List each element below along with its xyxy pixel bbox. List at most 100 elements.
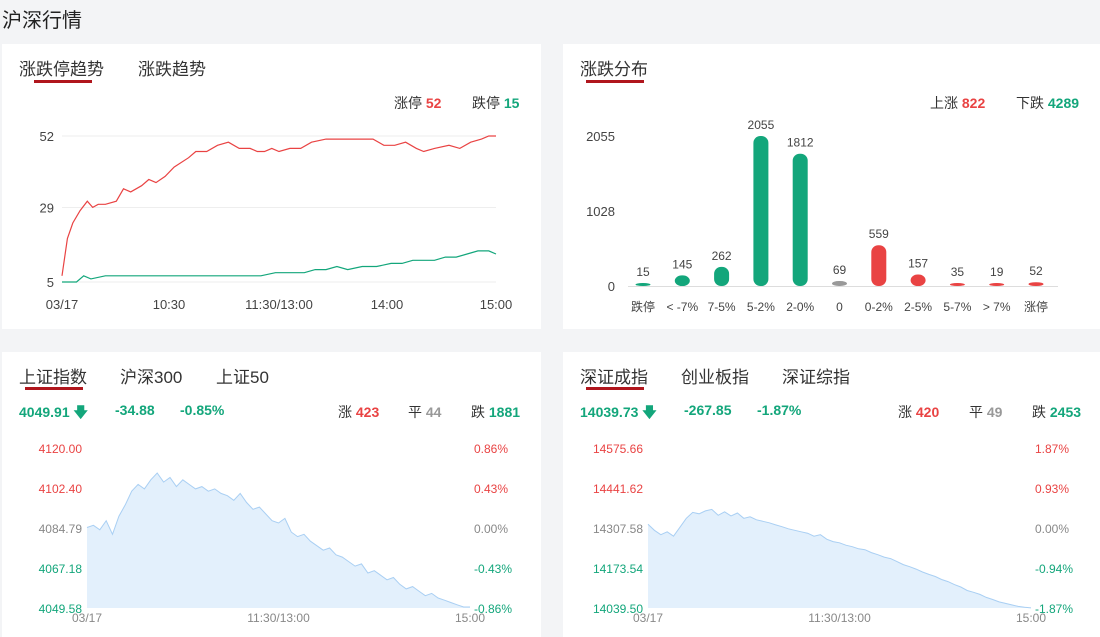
x-tick-label: 2-0% [786,300,814,314]
distribution-card: 涨跌分布 上涨 822 下跌 4289 0 1028 2055 15 跌停 145 < -7… [563,44,1100,329]
x-tick-label: 11:30/13:00 [247,611,310,625]
sh-up-label: 涨 [338,404,352,420]
x-tick-label: 涨停 [1024,299,1048,314]
down-arrow-icon: 🡇 [642,404,657,420]
x-tick-label: 5-7% [943,300,971,314]
tab-distribution[interactable]: 涨跌分布 [580,60,648,79]
x-tick-label: 跌停 [631,299,655,314]
price-line [647,508,1032,609]
limit-up-label: 涨停 [394,95,422,111]
bar [871,245,887,286]
tab-sz-composite[interactable]: 深证综指 [782,368,850,387]
bar-value-label: 69 [833,263,847,277]
y-tick-label: 2055 [586,129,615,144]
sz-flat-value: 49 [986,404,1003,420]
y-pct-tick-label: -1.87% [1035,602,1073,616]
area-fill [648,509,1031,608]
bar [949,283,965,286]
sz-price: 14039.73 🡇 [580,402,657,426]
price-line [86,472,470,608]
tab-underline [586,387,644,390]
y-tick-label: 14039.50 [593,602,643,616]
sh-down-value: 1881 [488,404,521,420]
bar-value-label: 19 [990,265,1004,279]
y-pct-tick-label: -0.43% [474,562,512,576]
bar [753,136,769,286]
sz-down-label: 跌 [1032,404,1046,420]
tab-underline [25,387,83,390]
bar [714,266,730,286]
tab-chinext[interactable]: 创业板指 [681,368,749,387]
bar [832,280,847,286]
tab-sse50[interactable]: 上证50 [216,368,269,387]
series-line [61,135,496,276]
y-pct-tick-label: -0.86% [474,602,512,616]
y-pct-tick-label: -0.94% [1035,562,1073,576]
page-title: 沪深行情 [2,10,82,32]
tab-csi300[interactable]: 沪深300 [120,368,183,387]
sh-up-value: 423 [355,404,380,420]
limit-up-stat: 涨停 52 [394,93,441,113]
tab-rise-fall-trend[interactable]: 涨跌趋势 [138,60,206,79]
sz-price-value: 14039.73 [580,404,639,420]
y-pct-tick-label: 0.86% [474,442,508,456]
y-tick-label: 4120.00 [39,442,83,456]
y-pct-tick-label: 0.00% [1035,522,1069,536]
bar-value-label: 145 [672,257,692,271]
x-tick-label: 03/17 [633,611,663,625]
x-tick-label: 03/17 [46,297,79,312]
rise-stat: 上涨 822 [930,93,985,113]
bar [792,153,808,286]
limit-up-value: 52 [425,95,442,111]
sz-pct: -1.87% [757,402,802,418]
x-tick-label: 10:30 [153,297,186,312]
sz-up-value: 420 [915,404,940,420]
fall-value: 4289 [1047,95,1080,111]
y-tick-label: 4102.40 [39,482,83,496]
bar [910,274,926,286]
sz-index-card: 深证成指 创业板指 深证综指 14039.73 🡇 -267.85 -1.87%… [563,352,1100,637]
y-pct-tick-label: 0.43% [474,482,508,496]
distribution-chart: 0 1028 2055 15 跌停 145 < -7% 262 7-5% 2055 5-2% 1812… [586,118,1058,314]
y-tick-label: 4049.58 [39,602,83,616]
tab-limit-trend[interactable]: 涨跌停趋势 [19,60,104,79]
down-arrow-icon: 🡇 [73,404,88,420]
x-tick-label: 14:00 [371,297,404,312]
limit-down-stat: 跌停 15 [472,93,519,113]
x-tick-label: 15:00 [455,611,485,625]
bar-value-label: 559 [869,227,889,241]
sh-down-label: 跌 [471,404,485,420]
x-tick-label: 15:00 [480,297,513,312]
y-tick-label: 14441.62 [593,482,643,496]
sz-down-stat: 跌 2453 [1032,402,1081,422]
sz-flat-label: 平 [969,404,983,420]
y-pct-tick-label: 0.93% [1035,482,1069,496]
bar [989,283,1005,286]
sh-flat-stat: 平 44 [408,402,441,422]
x-tick-label: < -7% [666,300,698,314]
bar-value-label: 15 [636,265,650,279]
bar-value-label: 157 [908,257,928,271]
rise-label: 上涨 [930,95,958,111]
sz-down-value: 2453 [1049,404,1082,420]
bar-value-label: 262 [712,249,732,263]
limit-trend-chart: 5 29 52 03/17 10:30 11:30/13:00 14:00 15:00 [40,129,513,312]
sh-down-stat: 跌 1881 [471,402,520,422]
sz-up-stat: 涨 420 [898,402,939,422]
x-tick-label: 0-2% [865,300,893,314]
fall-label: 下跌 [1016,95,1044,111]
y-tick-label: 5 [47,275,54,290]
bar-value-label: 2055 [748,118,775,132]
tab-sz-component[interactable]: 深证成指 [580,368,648,387]
x-tick-label: 2-5% [904,300,932,314]
bar-value-label: 35 [951,265,965,279]
series-line [62,250,497,283]
sh-flat-value: 44 [425,404,442,420]
limit-down-label: 跌停 [472,95,500,111]
sz-index-chart: 14575.66 1.87% 14441.62 0.93% 14307.58 0.00% 1… [593,442,1073,625]
fall-stat: 下跌 4289 [1016,93,1079,113]
x-tick-label: 0 [836,300,843,314]
sh-pct: -0.85% [180,402,225,418]
sh-change: -34.88 [115,402,155,418]
tab-sh-composite[interactable]: 上证指数 [19,368,87,387]
